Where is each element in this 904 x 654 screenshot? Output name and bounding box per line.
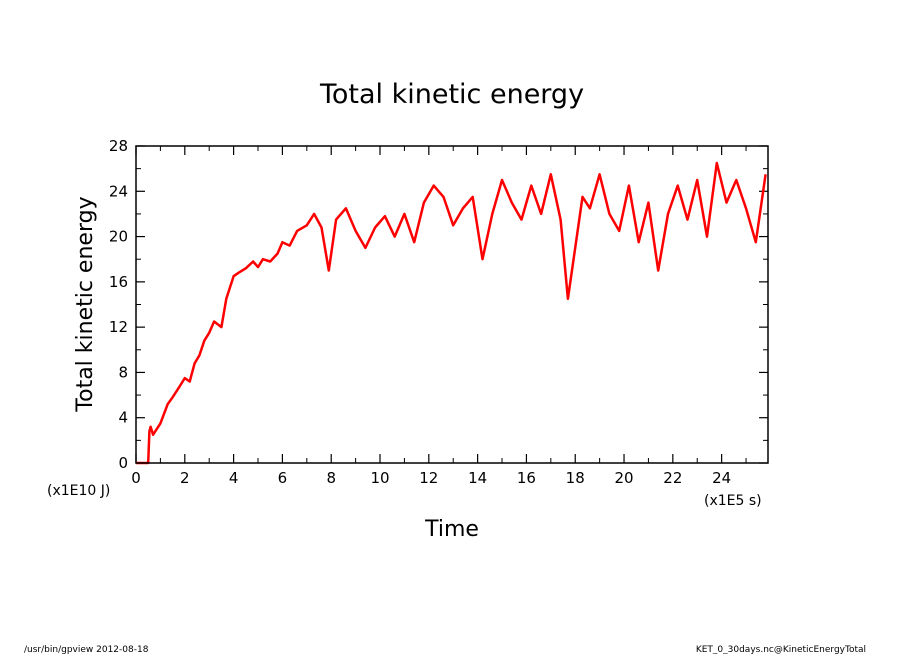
x-tick-label: 20 bbox=[614, 469, 633, 487]
plot-frame bbox=[135, 145, 769, 464]
x-tick-label: 4 bbox=[229, 469, 239, 487]
x-axis-ticks: 0 2 4 6 8 10 12 14 16 18 20 22 24 bbox=[131, 146, 747, 487]
x-tick-label: 24 bbox=[712, 469, 731, 487]
y-tick-label: 8 bbox=[118, 363, 128, 381]
x-tick-label: 8 bbox=[326, 469, 336, 487]
x-axis-label: Time bbox=[424, 517, 479, 542]
x-tick-label: 0 bbox=[131, 469, 141, 487]
x-tick-label: 18 bbox=[566, 469, 585, 487]
y-tick-label: 24 bbox=[109, 182, 128, 200]
chart-title: Total kinetic energy bbox=[319, 79, 584, 110]
x-tick-label: 2 bbox=[180, 469, 190, 487]
x-tick-label: 12 bbox=[419, 469, 438, 487]
x-tick-label: 14 bbox=[468, 469, 487, 487]
y-axis-ticks: 0 4 8 12 16 20 24 28 bbox=[109, 137, 768, 472]
footer-left: /usr/bin/gpview 2012-08-18 bbox=[24, 645, 149, 654]
y-tick-label: 4 bbox=[118, 409, 128, 427]
footer-right: KET_0_30days.nc@KineticEnergyTotal bbox=[696, 645, 866, 654]
y-tick-label: 16 bbox=[109, 273, 128, 291]
y-axis-unit: (x1E10 J) bbox=[47, 483, 110, 499]
x-tick-label: 16 bbox=[517, 469, 536, 487]
series-line bbox=[136, 161, 767, 465]
x-tick-label: 6 bbox=[278, 469, 288, 487]
y-tick-label: 0 bbox=[118, 454, 128, 472]
x-axis-unit: (x1E5 s) bbox=[704, 493, 762, 509]
y-tick-label: 20 bbox=[109, 228, 128, 246]
y-axis-label: Total kinetic energy bbox=[73, 196, 98, 412]
x-tick-label: 10 bbox=[370, 469, 389, 487]
x-tick-label: 22 bbox=[663, 469, 682, 487]
y-tick-label: 28 bbox=[109, 137, 128, 155]
y-tick-label: 12 bbox=[109, 318, 128, 336]
